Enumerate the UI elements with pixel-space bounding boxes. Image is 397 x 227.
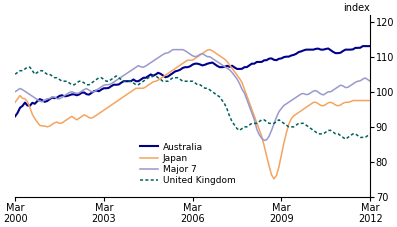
- Major 7: [348, 84, 353, 87]
- Australia: [30, 101, 35, 104]
- Major 7: [220, 64, 225, 66]
- Japan: [296, 111, 301, 114]
- United Kingdom: [368, 133, 372, 135]
- Text: index: index: [343, 3, 370, 13]
- Australia: [218, 66, 222, 69]
- Australia: [15, 111, 20, 114]
- Line: Japan: Japan: [15, 50, 370, 179]
- United Kingdom: [13, 73, 17, 76]
- Japan: [15, 98, 20, 100]
- Japan: [220, 56, 225, 59]
- Major 7: [15, 89, 20, 91]
- Japan: [30, 113, 35, 116]
- United Kingdom: [33, 73, 37, 76]
- Australia: [368, 45, 372, 47]
- United Kingdom: [25, 66, 30, 69]
- United Kingdom: [220, 99, 225, 102]
- Major 7: [296, 94, 301, 97]
- United Kingdom: [284, 124, 289, 126]
- United Kingdom: [294, 124, 299, 126]
- Australia: [343, 48, 348, 51]
- United Kingdom: [15, 71, 20, 74]
- Major 7: [30, 95, 35, 98]
- Major 7: [368, 80, 372, 83]
- Major 7: [13, 90, 17, 93]
- United Kingdom: [343, 138, 348, 141]
- Japan: [348, 100, 353, 103]
- Major 7: [286, 101, 291, 104]
- Australia: [13, 115, 17, 118]
- Line: United Kingdom: United Kingdom: [15, 67, 370, 139]
- Japan: [368, 99, 372, 102]
- Australia: [281, 56, 286, 59]
- Australia: [291, 54, 296, 56]
- Japan: [208, 48, 212, 51]
- Major 7: [171, 48, 175, 51]
- Japan: [286, 123, 291, 126]
- United Kingdom: [348, 134, 353, 137]
- Japan: [13, 101, 17, 104]
- Line: Major 7: Major 7: [15, 50, 370, 140]
- Legend: Australia, Japan, Major 7, United Kingdom: Australia, Japan, Major 7, United Kingdo…: [137, 139, 239, 189]
- Major 7: [262, 139, 266, 142]
- Australia: [360, 45, 365, 47]
- Japan: [272, 178, 276, 180]
- Line: Australia: Australia: [15, 46, 370, 116]
